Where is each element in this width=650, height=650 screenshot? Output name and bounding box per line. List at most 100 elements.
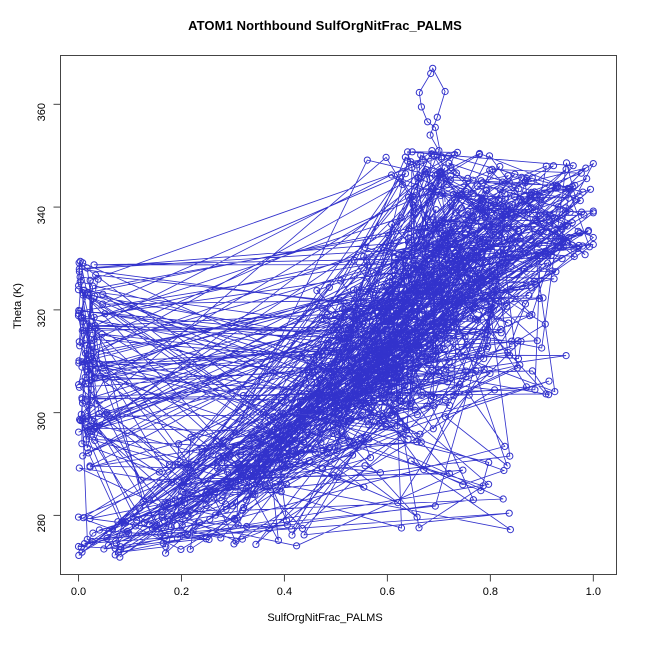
- data-point-marker: [83, 264, 91, 272]
- data-point-marker: [162, 500, 170, 508]
- data-point-marker: [174, 498, 182, 507]
- y-axis-title: Theta (K): [12, 283, 24, 329]
- data-point-marker: [245, 482, 253, 490]
- data-point-marker: [357, 413, 365, 421]
- data-point-marker: [307, 378, 316, 386]
- data-point-marker: [444, 334, 452, 342]
- data-point-marker: [392, 287, 400, 295]
- x-tick-label: 0.6: [379, 586, 396, 598]
- data-point-marker: [78, 358, 86, 366]
- data-point-marker: [535, 240, 543, 248]
- data-point-marker: [553, 181, 561, 189]
- data-point-marker: [428, 366, 436, 374]
- data-point-marker: [384, 282, 392, 290]
- data-point-marker: [315, 390, 323, 398]
- data-point-marker: [333, 362, 341, 370]
- data-point-marker: [225, 451, 233, 459]
- data-point-marker: [81, 349, 90, 357]
- data-point-marker: [122, 518, 130, 526]
- data-point-marker: [92, 271, 100, 279]
- data-point-marker: [336, 389, 345, 397]
- data-point-marker: [177, 545, 185, 554]
- data-point-marker: [346, 417, 354, 425]
- data-point-marker: [261, 453, 269, 461]
- data-point-marker: [484, 342, 492, 350]
- data-point-marker: [589, 240, 597, 249]
- data-point-marker: [503, 302, 511, 310]
- data-point-marker: [476, 257, 484, 265]
- data-point-marker: [382, 153, 390, 161]
- data-point-marker: [174, 460, 182, 469]
- data-point-marker: [219, 443, 227, 451]
- data-point-marker: [365, 386, 373, 394]
- data-point-marker: [293, 542, 301, 550]
- data-point-marker: [472, 367, 480, 375]
- data-point-marker: [493, 269, 501, 277]
- data-point-marker: [300, 407, 309, 415]
- data-point-marker: [447, 172, 455, 180]
- data-point-marker: [414, 284, 422, 292]
- data-point-marker: [479, 179, 487, 187]
- data-point-marker: [516, 234, 524, 242]
- data-point-marker: [90, 425, 99, 433]
- data-point-marker: [309, 354, 318, 362]
- data-point-marker: [363, 156, 371, 164]
- data-point-marker: [411, 377, 419, 385]
- data-point-marker: [459, 466, 467, 474]
- data-point-marker: [305, 457, 313, 465]
- data-point-marker: [185, 480, 193, 488]
- data-point-marker: [86, 276, 94, 284]
- data-point-marker: [456, 380, 464, 388]
- data-point-marker: [125, 529, 133, 537]
- data-point-marker: [528, 367, 537, 375]
- data-point-marker: [75, 259, 83, 267]
- data-point-marker: [383, 317, 391, 325]
- data-point-marker: [413, 161, 421, 169]
- data-point-marker: [322, 417, 330, 425]
- data-point-marker: [153, 521, 161, 529]
- data-point-marker: [418, 155, 426, 163]
- data-point-marker: [75, 357, 83, 365]
- data-point-marker: [387, 379, 395, 387]
- data-point-marker: [374, 325, 382, 333]
- data-point-marker: [416, 175, 424, 183]
- data-point-marker: [430, 152, 438, 160]
- data-point-marker: [429, 401, 437, 409]
- data-point-marker: [390, 370, 398, 379]
- data-point-marker: [188, 491, 196, 499]
- data-point-marker: [178, 510, 186, 519]
- data-point-marker: [586, 185, 595, 193]
- data-point-marker: [361, 462, 369, 470]
- data-point-marker: [571, 181, 579, 189]
- data-point-marker: [589, 233, 597, 242]
- data-point-marker: [413, 266, 421, 274]
- data-point-marker: [576, 229, 584, 237]
- data-point-marker: [417, 268, 425, 276]
- data-point-marker: [520, 265, 529, 273]
- data-point-marker: [402, 315, 410, 323]
- data-point-marker: [442, 252, 450, 260]
- data-point-marker: [349, 342, 357, 350]
- data-point-marker: [359, 320, 367, 328]
- data-point-marker: [505, 178, 513, 186]
- data-point-marker: [433, 113, 441, 121]
- data-point-marker: [387, 411, 396, 419]
- data-point-marker: [262, 483, 270, 491]
- data-point-marker: [377, 388, 385, 396]
- data-point-marker: [232, 477, 240, 485]
- data-point-marker: [353, 286, 361, 294]
- data-point-marker: [436, 300, 444, 308]
- data-point-marker: [412, 338, 420, 346]
- data-point-marker: [296, 426, 304, 434]
- data-point-marker: [506, 210, 514, 218]
- data-point-marker: [528, 174, 536, 182]
- data-point-marker: [228, 502, 236, 510]
- data-point-marker: [259, 408, 267, 416]
- data-point-marker: [86, 335, 94, 343]
- data-point-marker: [395, 250, 403, 258]
- data-point-marker: [452, 209, 460, 217]
- data-point-marker: [315, 423, 323, 431]
- data-point-marker: [348, 357, 356, 365]
- data-point-marker: [582, 164, 590, 172]
